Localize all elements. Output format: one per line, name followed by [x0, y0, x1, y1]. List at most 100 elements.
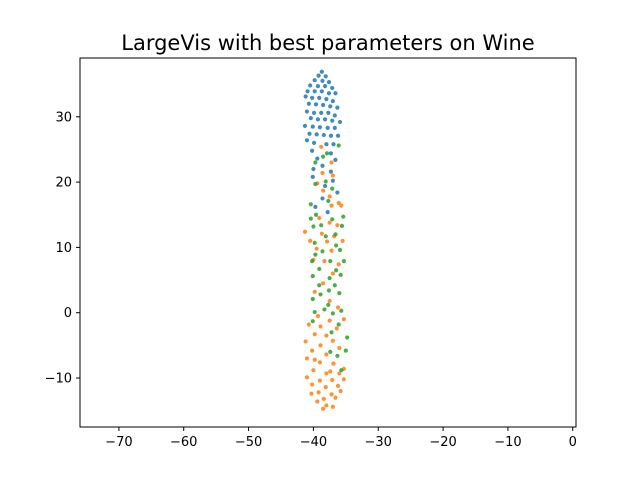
- x-tick-label: −20: [429, 435, 456, 450]
- scatter-point-s2-38: [322, 307, 327, 312]
- scatter-point-s0-40: [307, 131, 312, 136]
- scatter-point-s0-61: [313, 204, 318, 210]
- scatter-point-s0-58: [322, 183, 328, 189]
- scatter-point-s0-13: [326, 91, 332, 96]
- scatter-point-s1-41: [310, 348, 315, 353]
- scatter-point-s1-2: [320, 170, 325, 176]
- scatter-point-s0-38: [325, 125, 330, 130]
- scatter-point-s1-14: [319, 231, 324, 236]
- x-tick-label: −30: [365, 435, 392, 450]
- scatter-point-s1-36: [324, 333, 329, 338]
- scatter-point-s0-57: [330, 178, 335, 183]
- y-tick-label: −10: [45, 372, 72, 387]
- scatter-point-s1-63: [324, 403, 329, 408]
- scatter-point-s0-45: [304, 138, 310, 143]
- scatter-point-s2-6: [330, 186, 335, 191]
- scatter-point-s0-9: [330, 85, 335, 91]
- y-tick-label: 10: [55, 241, 72, 256]
- scatter-point-s0-20: [306, 101, 311, 106]
- chart-title: LargeVis with best parameters on Wine: [121, 31, 534, 55]
- scatter-point-s2-3: [313, 160, 318, 165]
- scatter-point-s1-6: [327, 194, 332, 199]
- scatter-point-s0-49: [310, 148, 315, 153]
- scatter-point-s0-56: [310, 174, 315, 179]
- scatter-point-s0-14: [333, 91, 338, 96]
- scatter-point-s0-50: [328, 151, 334, 156]
- scatter-point-s1-50: [304, 375, 310, 380]
- scatter-point-s1-57: [316, 390, 321, 395]
- x-axis: −70 −60 −50 −40 −30 −20 −10 0: [105, 427, 577, 450]
- scatter-point-s1-27: [327, 298, 332, 304]
- scatter-point-s2-12: [330, 217, 335, 222]
- scatter-point-s0-6: [308, 83, 313, 88]
- scatter-point-s2-22: [313, 252, 318, 257]
- scatter-point-s2-29: [310, 274, 315, 279]
- scatter-point-s1-5: [321, 188, 326, 193]
- scatter-point-s2-26: [317, 266, 322, 272]
- scatter-point-s1-66: [338, 388, 343, 394]
- scatter-point-s0-39: [332, 125, 337, 130]
- scatter-point-s2-15: [339, 223, 345, 228]
- scatter-point-s2-25: [341, 259, 346, 264]
- scatter-point-s1-19: [314, 246, 319, 251]
- scatter-point-s0-29: [332, 113, 337, 118]
- scatter-point-s2-49: [339, 368, 344, 373]
- scatter-point-s1-23: [336, 262, 341, 267]
- scatter-point-s0-60: [320, 196, 325, 201]
- scatter-point-s1-22: [322, 259, 327, 264]
- scatter-point-s0-17: [317, 95, 322, 100]
- x-tick-label: −40: [300, 435, 327, 450]
- scatter-point-s2-7: [326, 198, 331, 204]
- scatter-point-s2-8: [308, 202, 313, 207]
- scatter-point-s0-15: [303, 94, 308, 99]
- scatter-point-s2-21: [320, 249, 325, 254]
- scatter-point-s1-37: [303, 339, 308, 344]
- scatter-point-s1-44: [317, 360, 322, 365]
- y-tick-label: 20: [55, 176, 72, 191]
- scatter-point-s1-51: [317, 378, 322, 383]
- scatter-point-s0-46: [311, 140, 317, 145]
- scatter-point-s1-33: [318, 324, 323, 329]
- scatter-point-s2-44: [345, 335, 350, 340]
- scatter-point-s1-65: [321, 406, 326, 411]
- scatter-point-s0-35: [302, 123, 308, 129]
- scatter-point-s0-32: [322, 117, 328, 122]
- scatter-point-s1-8: [329, 203, 334, 208]
- scatter-point-s0-19: [330, 99, 335, 104]
- scatter-point-s1-54: [310, 382, 315, 387]
- scatter-point-s2-18: [312, 240, 317, 245]
- scatter-point-s1-45: [331, 361, 336, 366]
- scatter-point-s1-53: [341, 377, 346, 382]
- scatter-point-s2-5: [313, 181, 318, 187]
- scatter-point-s1-42: [324, 352, 329, 357]
- scatter-point-s2-40: [330, 311, 335, 316]
- scatter-point-s0-31: [315, 117, 321, 122]
- scatter-point-s2-13: [319, 223, 324, 228]
- scatter-point-s2-9: [313, 212, 319, 217]
- scatter-point-s2-32: [332, 283, 337, 288]
- scatter-point-s0-4: [320, 78, 325, 83]
- scatter-point-s1-60: [321, 396, 326, 402]
- scatter-point-s1-67: [312, 357, 317, 362]
- scatter-point-s0-42: [321, 132, 326, 138]
- scatter-point-s1-56: [335, 383, 341, 388]
- scatter-point-s1-43: [304, 356, 310, 361]
- scatter-point-s2-10: [308, 216, 313, 221]
- scatter-point-s2-42: [310, 319, 315, 324]
- scatter-point-s0-37: [317, 125, 322, 130]
- scatter-point-s0-30: [308, 115, 313, 121]
- x-tick-label: −60: [170, 435, 197, 450]
- scatter-point-s0-11: [312, 89, 317, 94]
- scatter-point-s1-29: [315, 313, 321, 319]
- scatter-point-s0-28: [326, 110, 331, 115]
- scatter-point-s2-20: [337, 247, 343, 253]
- scatter-point-s1-61: [333, 395, 338, 400]
- scatter-point-s2-24: [310, 259, 315, 264]
- scatter-point-s2-45: [329, 330, 334, 335]
- y-tick-label: 30: [55, 110, 72, 125]
- scatter-point-s2-28: [338, 272, 343, 277]
- scatter-point-s0-5: [326, 80, 332, 85]
- scatter-point-s2-39: [312, 309, 317, 315]
- scatter-point-s0-16: [310, 95, 315, 100]
- scatter-point-s1-62: [315, 399, 320, 404]
